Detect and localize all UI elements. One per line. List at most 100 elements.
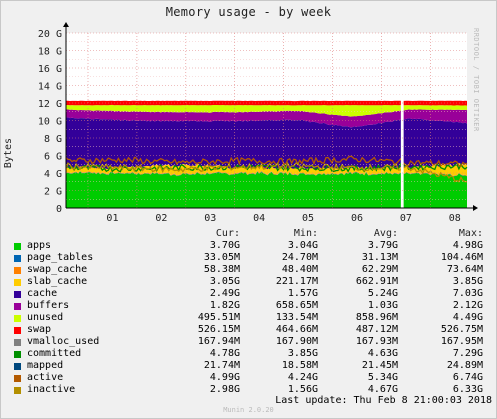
legend-row-active: active 4.99G 4.24G 5.34G 6.74G [0, 372, 497, 384]
legend-value-cur: 526.15M [197, 324, 240, 335]
legend-row-mapped: mapped 21.74M 18.58M 21.45M 24.89M [0, 360, 497, 372]
legend-value-max: 4.49G [452, 312, 483, 323]
x-tick-label: 02 [155, 213, 167, 224]
legend-row-swap_cache: swap_cache 58.38M 48.40M 62.29M 73.64M [0, 264, 497, 276]
legend-series-name: committed [27, 348, 82, 359]
x-tick-label: 06 [351, 213, 363, 224]
legend-header-max: Max: [458, 228, 483, 239]
legend-value-cur: 3.70G [209, 240, 240, 251]
legend-header-cur: Cur: [215, 228, 240, 239]
legend-value-max: 2.12G [452, 300, 483, 311]
legend-value-min: 658.65M [275, 300, 318, 311]
legend-value-min: 18.58M [281, 360, 318, 371]
legend-row-swap: swap 526.15M 464.66M 487.12M 526.75M [0, 324, 497, 336]
legend-value-min: 1.57G [287, 288, 318, 299]
legend-value-max: 3.85G [452, 276, 483, 287]
legend-value-min: 167.90M [275, 336, 318, 347]
legend-swatch [14, 303, 21, 310]
legend-series-name: mapped [27, 360, 64, 371]
y-tick-label: 14 G [38, 82, 62, 93]
legend-swatch [14, 339, 21, 346]
legend-value-min: 133.54M [275, 312, 318, 323]
legend-swatch [14, 315, 21, 322]
legend-swatch [14, 255, 21, 262]
legend-series-name: buffers [27, 300, 70, 311]
legend-value-min: 4.24G [287, 372, 318, 383]
area-cache [66, 117, 467, 170]
x-tick-label: 05 [302, 213, 314, 224]
legend-value-min: 3.04G [287, 240, 318, 251]
legend-swatch [14, 363, 21, 370]
legend-value-cur: 3.05G [209, 276, 240, 287]
y-tick-label: 16 G [38, 64, 62, 75]
legend-swatch [14, 375, 21, 382]
legend-value-max: 7.03G [452, 288, 483, 299]
legend-value-min: 221.17M [275, 276, 318, 287]
legend-swatch [14, 387, 21, 394]
legend-value-avg: 662.91M [355, 276, 398, 287]
legend-value-avg: 5.34G [367, 372, 398, 383]
y-tick-label: 4 G [44, 169, 62, 180]
legend-row-vmalloc_used: vmalloc_used 167.94M 167.90M 167.93M 167.95M [0, 336, 497, 348]
legend-row-unused: unused 495.51M 133.54M 858.96M 4.49G [0, 312, 497, 324]
legend-series-name: active [27, 372, 64, 383]
legend-swatch [14, 243, 21, 250]
legend-value-avg: 167.93M [355, 336, 398, 347]
last-update: Last update: Thu Feb 8 21:00:03 2018 [275, 395, 492, 406]
y-axis-arrow [63, 22, 69, 27]
legend-value-cur: 58.38M [203, 264, 240, 275]
legend-row-committed: committed 4.78G 3.85G 4.63G 7.29G [0, 348, 497, 360]
legend-value-cur: 1.82G [209, 300, 240, 311]
x-tick-label: 07 [400, 213, 412, 224]
x-tick-label: 04 [253, 213, 265, 224]
rrdtool-watermark: RRDTOOL / TOBI OETIKER [472, 28, 480, 132]
y-tick-label: 10 G [38, 117, 62, 128]
legend-value-min: 24.70M [281, 252, 318, 263]
legend-swatch [14, 267, 21, 274]
legend-series-name: vmalloc_used [27, 336, 100, 347]
legend-value-min: 464.66M [275, 324, 318, 335]
munin-version: Munin 2.0.20 [223, 406, 274, 414]
y-tick-label: 2 G [44, 187, 62, 198]
legend-series-name: inactive [27, 384, 76, 395]
y-tick-label: 20 G [38, 29, 62, 40]
legend-value-avg: 858.96M [355, 312, 398, 323]
legend-series-name: page_tables [27, 252, 94, 263]
y-tick-label: 12 G [38, 99, 62, 110]
legend-value-cur: 4.78G [209, 348, 240, 359]
legend-header-min: Min: [293, 228, 318, 239]
legend-value-max: 73.64M [446, 264, 483, 275]
legend-value-max: 4.98G [452, 240, 483, 251]
legend-value-max: 104.46M [440, 252, 483, 263]
legend-swatch [14, 291, 21, 298]
area-unused [66, 104, 467, 117]
x-tick-label: 03 [204, 213, 216, 224]
y-tick-label: 0 [56, 204, 62, 215]
legend-series-name: swap_cache [27, 264, 88, 275]
legend-row-page_tables: page_tables 33.05M 24.70M 31.13M 104.46M [0, 252, 497, 264]
legend-value-avg: 3.79G [367, 240, 398, 251]
legend-value-max: 526.75M [440, 324, 483, 335]
legend-value-avg: 1.03G [367, 300, 398, 311]
area-slab_cache [66, 162, 467, 176]
legend-value-cur: 33.05M [203, 252, 240, 263]
legend-value-max: 6.74G [452, 372, 483, 383]
legend-value-avg: 487.12M [355, 324, 398, 335]
legend-value-cur: 2.98G [209, 384, 240, 395]
legend-series-name: cache [27, 288, 58, 299]
x-tick-label: 08 [449, 213, 461, 224]
area-apps [66, 171, 467, 208]
legend-value-max: 6.33G [452, 384, 483, 395]
legend-value-cur: 4.99G [209, 372, 240, 383]
legend-value-min: 1.56G [287, 384, 318, 395]
legend-value-cur: 21.74M [203, 360, 240, 371]
legend-row-slab_cache: slab_cache 3.05G 221.17M 662.91M 3.85G [0, 276, 497, 288]
area-swap [66, 100, 467, 106]
y-tick-label: 6 G [44, 152, 62, 163]
line-active [65, 155, 468, 167]
legend-value-max: 24.89M [446, 360, 483, 371]
legend-header-avg: Avg: [373, 228, 398, 239]
legend-series-name: unused [27, 312, 64, 323]
legend-value-cur: 2.49G [209, 288, 240, 299]
y-tick-label: 8 G [44, 134, 62, 145]
